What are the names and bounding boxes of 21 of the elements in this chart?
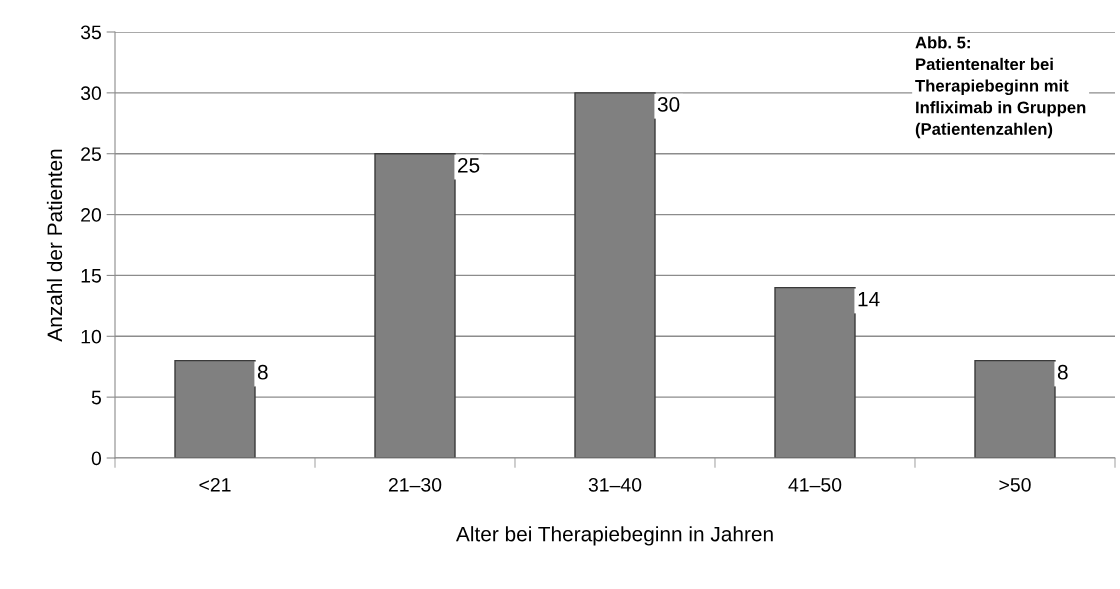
y-axis-title: Anzahl der Patienten bbox=[46, 149, 63, 342]
y-tick-label: 35 bbox=[80, 25, 101, 40]
data-label: 14 bbox=[858, 292, 880, 307]
y-tick-label: 5 bbox=[91, 390, 101, 405]
y-tick-label: 25 bbox=[81, 147, 101, 161]
x-tick-label: <21 bbox=[199, 477, 231, 492]
x-axis-title: Alter bei Therapiebeginn in Jahren bbox=[455, 526, 773, 546]
y-tick-label: 20 bbox=[81, 208, 102, 222]
data-label: 8 bbox=[257, 364, 268, 380]
x-tick-label: 41–50 bbox=[788, 477, 842, 492]
data-label: 25 bbox=[458, 157, 480, 173]
y-tick-label: 15 bbox=[81, 269, 101, 283]
y-tick-label: 30 bbox=[80, 86, 102, 101]
text: Abb. 5: Patientenalter bei Therapiebeginn mit Infliximab in Gruppen (Patientenzahlen) bbox=[915, 36, 1086, 139]
y-tick-label: 10 bbox=[81, 329, 102, 344]
x-tick-label: 31–40 bbox=[588, 477, 642, 492]
data-label: 8 bbox=[1057, 364, 1068, 380]
data-label: 30 bbox=[657, 97, 680, 112]
y-tick-label: 0 bbox=[91, 451, 102, 466]
x-tick-label: >50 bbox=[999, 477, 1031, 492]
x-tick-label: 21–30 bbox=[388, 477, 442, 492]
